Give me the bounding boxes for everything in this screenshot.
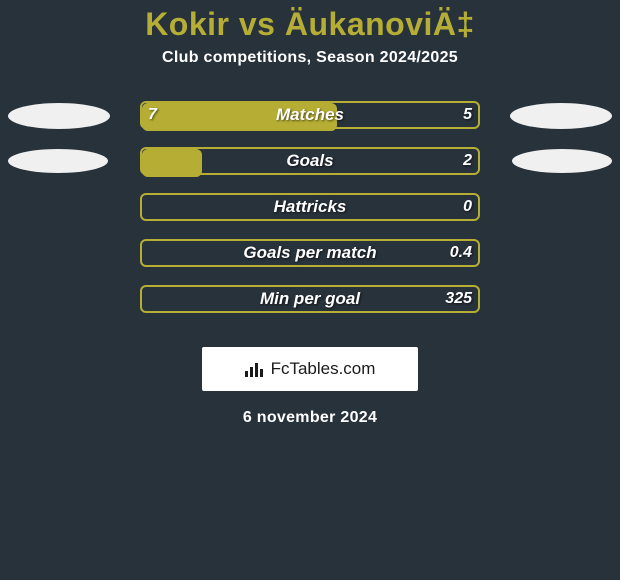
stat-value-right: 2 [463,147,472,175]
stat-value-right: 0.4 [450,239,472,267]
stat-value-right: 0 [463,193,472,221]
stat-value-right: 5 [463,101,472,129]
attribution-badge: FcTables.com [202,347,418,391]
stat-row: 7 Matches 5 [0,101,620,147]
stat-label: Min per goal [140,285,480,313]
stat-label: Hattricks [140,193,480,221]
player-avatar-right [510,103,612,129]
player-avatar-left [8,103,110,129]
stat-value-right: 325 [445,285,472,313]
stat-label: Matches [140,101,480,129]
stat-row: Hattricks 0 [0,193,620,239]
comparison-card: Kokir vs ÄukanoviÄ‡ Club competitions, S… [0,0,620,580]
stat-row: Min per goal 325 [0,285,620,331]
player-avatar-right [512,149,612,173]
attribution-text: FcTables.com [271,359,376,379]
footer-date: 6 november 2024 [0,409,620,427]
stat-label: Goals per match [140,239,480,267]
stat-row: Goals 2 [0,147,620,193]
subtitle: Club competitions, Season 2024/2025 [0,49,620,67]
stat-label: Goals [140,147,480,175]
bar-chart-icon [245,361,265,377]
page-title: Kokir vs ÄukanoviÄ‡ [0,0,620,43]
player-avatar-left [8,149,108,173]
stats-rows: 7 Matches 5 Goals 2 Hattricks 0 [0,101,620,331]
stat-row: Goals per match 0.4 [0,239,620,285]
